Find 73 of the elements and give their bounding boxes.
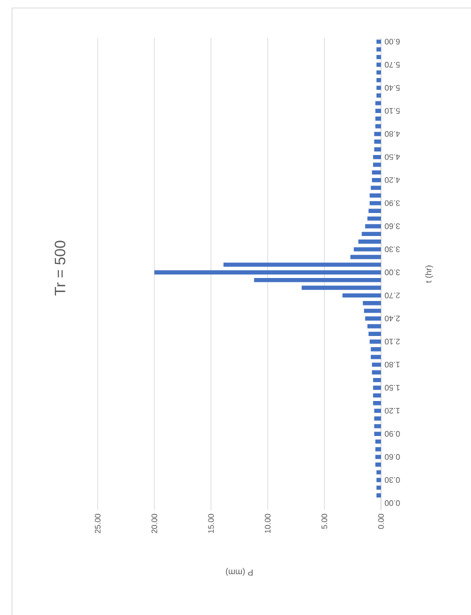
bar [370, 339, 381, 344]
y-tick-label: 5.40 [384, 84, 400, 91]
bar [370, 186, 381, 190]
bar [373, 162, 381, 167]
x-axis-title: P (mm) [226, 568, 253, 576]
y-tick-label: 0.60 [384, 454, 400, 460]
bar [370, 193, 381, 198]
bar [368, 208, 381, 213]
y-tick-label: 1.80 [384, 362, 400, 368]
bar [374, 132, 381, 136]
bar [370, 347, 381, 352]
y-tick-label: 0.90 [384, 431, 400, 437]
bar [354, 247, 381, 252]
x-tick-label: 5.00 [322, 514, 328, 529]
bar [376, 86, 381, 90]
bar [373, 154, 381, 160]
y-tick-label: 2.10 [384, 338, 400, 344]
y-tick-label: 1.50 [384, 384, 400, 391]
y-tick-label: 0.30 [384, 477, 400, 483]
bar [374, 432, 381, 436]
bar [374, 408, 381, 413]
bar [364, 308, 381, 313]
y-tick-label: 0.00 [384, 500, 400, 506]
bar [254, 278, 381, 282]
bar [365, 316, 381, 321]
x-tick-label: 20.00 [152, 514, 158, 534]
x-tick-label: 15.00 [208, 514, 214, 533]
y-tick-label: 3.90 [384, 200, 400, 206]
bar [375, 124, 381, 128]
y-tick-label: 4.50 [384, 154, 400, 160]
bar [358, 240, 381, 244]
bar [374, 416, 381, 421]
bar [367, 216, 381, 221]
bar [362, 301, 381, 306]
bar [375, 447, 381, 452]
bar [374, 140, 381, 144]
bar [365, 224, 381, 228]
bar [376, 62, 381, 67]
bar [154, 270, 381, 274]
y-tick-label: 5.10 [384, 108, 400, 114]
bar [376, 470, 381, 474]
y-tick-label: 5.70 [384, 62, 400, 68]
bar [373, 401, 381, 406]
y-tick-label: 4.80 [384, 131, 400, 137]
bar [342, 293, 381, 298]
y-tick-label: 3.00 [384, 270, 400, 276]
y-tick-label: 4.20 [384, 177, 400, 183]
bar [373, 386, 381, 390]
y-tick-label: 1.20 [384, 408, 400, 414]
bar [374, 147, 381, 152]
bar [223, 262, 381, 267]
bar [372, 362, 381, 367]
bar [376, 486, 381, 490]
bar [370, 201, 381, 206]
bar [362, 232, 381, 236]
x-tick-label: 25.00 [94, 514, 101, 534]
bar [302, 286, 381, 290]
y-tick-label: 2.40 [384, 316, 400, 322]
bar [373, 393, 381, 398]
y-tick-label: 6.00 [384, 38, 400, 45]
y-axis-title: t (hr) [425, 266, 434, 283]
y-tick-label: 3.30 [384, 246, 400, 252]
bar [373, 378, 381, 382]
bar [367, 324, 381, 328]
y-tick-label: 2.70 [384, 292, 400, 298]
bar [350, 254, 381, 260]
bar [376, 40, 381, 44]
bar [375, 101, 381, 106]
bar [368, 332, 381, 336]
x-tick-label: 10.00 [264, 514, 271, 533]
y-tick-label: 3.60 [384, 223, 400, 230]
bar [374, 424, 381, 428]
text: Tr = 500 [54, 240, 66, 296]
